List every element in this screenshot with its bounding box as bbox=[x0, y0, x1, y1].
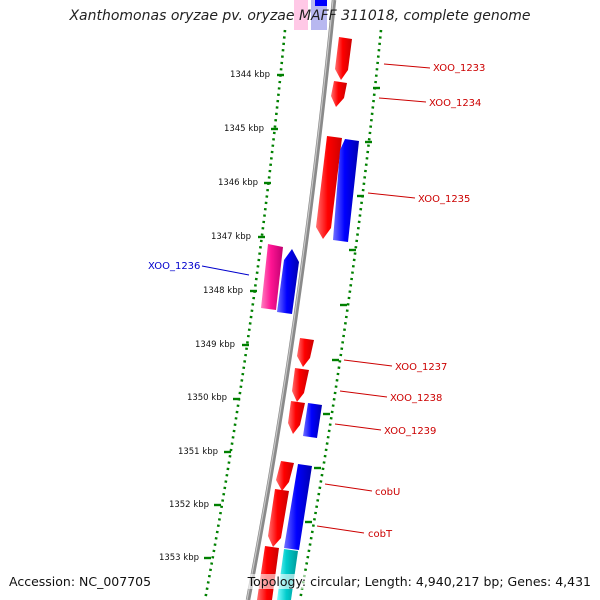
leader-xoo-1234 bbox=[378, 97, 427, 103]
gene-arrow-cobu bbox=[276, 461, 294, 491]
gene-arrow-xoo-1235-reverse bbox=[333, 139, 359, 242]
gene-label-xoo-1237: XOO_1237 bbox=[395, 362, 447, 373]
gene-arrow-cobt-reverse bbox=[284, 464, 312, 550]
gene-features bbox=[257, 37, 359, 600]
scale-label-1348: 1348 kbp bbox=[203, 286, 243, 296]
gene-label-xoo-1238: XOO_1238 bbox=[390, 393, 442, 404]
scale-label-1344: 1344 kbp bbox=[230, 70, 270, 80]
leader-xoo-1238 bbox=[339, 390, 388, 398]
leader-cobu bbox=[324, 483, 373, 492]
scale-label-1346: 1346 kbp bbox=[218, 178, 258, 188]
gene-label-xoo-1239: XOO_1239 bbox=[384, 426, 436, 437]
gene-label-cobu: cobU bbox=[375, 487, 400, 498]
scale-ticks bbox=[204, 73, 380, 560]
leader-xoo-1235 bbox=[367, 192, 416, 199]
gene-feature-top-pink bbox=[294, 0, 308, 30]
scale-label-1345: 1345 kbp bbox=[224, 124, 264, 134]
gene-arrow-bottom bbox=[257, 546, 279, 600]
accession-text: Accession: NC_007705 bbox=[9, 574, 152, 589]
gene-label-xoo-1236: XOO_1236 bbox=[148, 261, 200, 272]
gene-arrow-xoo-1236 bbox=[261, 244, 283, 310]
gene-arrow-xoo-1238 bbox=[292, 368, 309, 402]
gene-arrow-xoo-1239 bbox=[288, 401, 305, 434]
leader-xoo-1236 bbox=[201, 265, 250, 276]
gene-arrow-xoo-1237 bbox=[297, 338, 314, 367]
scale-label-1347: 1347 kbp bbox=[211, 232, 251, 242]
leader-cobt bbox=[316, 525, 365, 534]
leader-xoo-1239 bbox=[334, 423, 382, 431]
leader-xoo-1237 bbox=[343, 359, 393, 367]
gene-arrow-xoo-1239-reverse bbox=[303, 403, 322, 438]
genome-backbone bbox=[245, 0, 337, 600]
scale-label-1349: 1349 kbp bbox=[195, 340, 235, 350]
gene-label-cobt: cobT bbox=[368, 529, 393, 540]
gene-arrow-cobu-lower bbox=[268, 489, 289, 547]
scale-label-1353: 1353 kbp bbox=[159, 553, 199, 563]
scale-label-1352: 1352 kbp bbox=[169, 500, 209, 510]
gene-label-xoo-1233: XOO_1233 bbox=[433, 63, 485, 74]
gene-arrow-xoo-1235 bbox=[316, 136, 342, 239]
gene-arrow-xoo-1233 bbox=[335, 37, 352, 80]
gene-label-xoo-1234: XOO_1234 bbox=[429, 98, 481, 109]
leader-xoo-1233 bbox=[383, 63, 431, 69]
outer-scale-ring bbox=[298, 29, 383, 600]
scale-label-1350: 1350 kbp bbox=[187, 393, 227, 403]
gene-arrow-xoo-1236-companion bbox=[277, 249, 299, 314]
genome-summary-text: Topology: circular; Length: 4,940,217 bp… bbox=[247, 574, 591, 589]
inner-scale-ring bbox=[203, 29, 287, 600]
gene-arrow-xoo-1234 bbox=[331, 81, 347, 107]
map-title: Xanthomonas oryzae pv. oryzae MAFF 31101… bbox=[69, 8, 531, 24]
gene-label-xoo-1235: XOO_1235 bbox=[418, 194, 470, 205]
gene-feature-top-lavender bbox=[311, 0, 327, 30]
scale-label-1351: 1351 kbp bbox=[178, 447, 218, 457]
